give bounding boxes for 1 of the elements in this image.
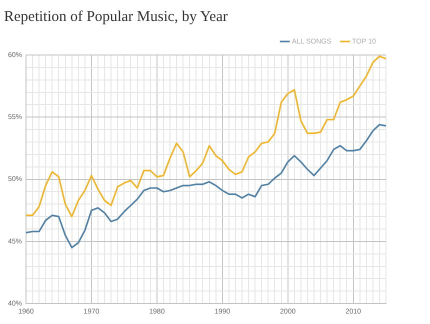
chart-title: Repetition of Popular Music, by Year: [4, 8, 228, 25]
